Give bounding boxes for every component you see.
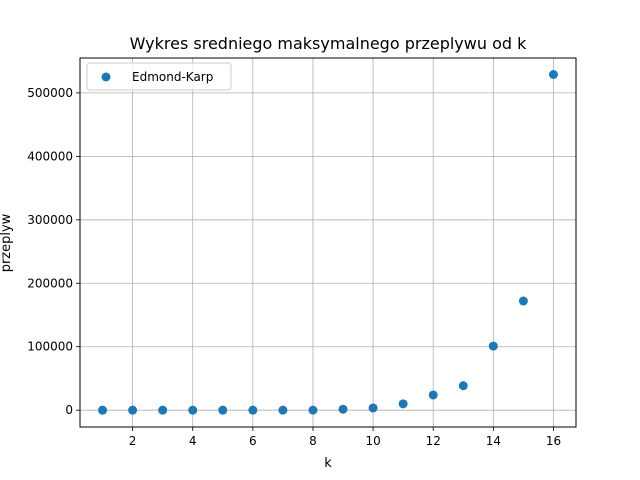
data-point bbox=[398, 399, 408, 409]
data-point bbox=[488, 341, 498, 351]
y-tick-label: 200000 bbox=[27, 276, 73, 290]
x-tick-label: 8 bbox=[309, 434, 317, 448]
data-point bbox=[98, 405, 108, 415]
data-point bbox=[278, 405, 288, 415]
x-tick-label: 12 bbox=[426, 434, 441, 448]
data-points bbox=[98, 69, 558, 415]
y-tick-label: 300000 bbox=[27, 213, 73, 227]
data-point bbox=[308, 405, 318, 415]
axis-ticks: 2 4 6 8 10 12 14 16 0 100000 200000 300000 400000 500… bbox=[27, 86, 561, 448]
x-tick-label: 10 bbox=[365, 434, 380, 448]
x-tick-label: 6 bbox=[249, 434, 257, 448]
data-point bbox=[128, 405, 138, 415]
x-tick-label: 2 bbox=[129, 434, 137, 448]
data-point bbox=[428, 390, 438, 400]
y-tick-label: 500000 bbox=[27, 86, 73, 100]
legend-marker bbox=[101, 72, 111, 82]
y-tick-label: 400000 bbox=[27, 149, 73, 163]
y-axis-label: przeplyw bbox=[0, 213, 14, 272]
x-tick-label: 16 bbox=[546, 434, 561, 448]
y-tick-label: 0 bbox=[65, 403, 73, 417]
data-point bbox=[518, 296, 528, 306]
legend-box bbox=[86, 62, 232, 91]
data-point bbox=[458, 381, 468, 391]
legend-label: Edmond-Karp bbox=[132, 70, 213, 84]
plot-frame bbox=[79, 57, 577, 428]
chart-title: Wykres sredniego maksymalnego przeplywu … bbox=[130, 34, 527, 53]
data-point bbox=[218, 405, 228, 415]
x-axis-label: k bbox=[324, 456, 332, 471]
data-point bbox=[548, 69, 558, 79]
data-point bbox=[368, 403, 378, 413]
data-point bbox=[158, 405, 168, 415]
data-point bbox=[188, 405, 198, 415]
data-point bbox=[248, 405, 258, 415]
x-tick-label: 14 bbox=[486, 434, 501, 448]
legend: Edmond-Karp bbox=[86, 62, 232, 91]
x-tick-label: 4 bbox=[189, 434, 197, 448]
data-point bbox=[338, 404, 348, 414]
y-tick-label: 100000 bbox=[27, 340, 73, 354]
